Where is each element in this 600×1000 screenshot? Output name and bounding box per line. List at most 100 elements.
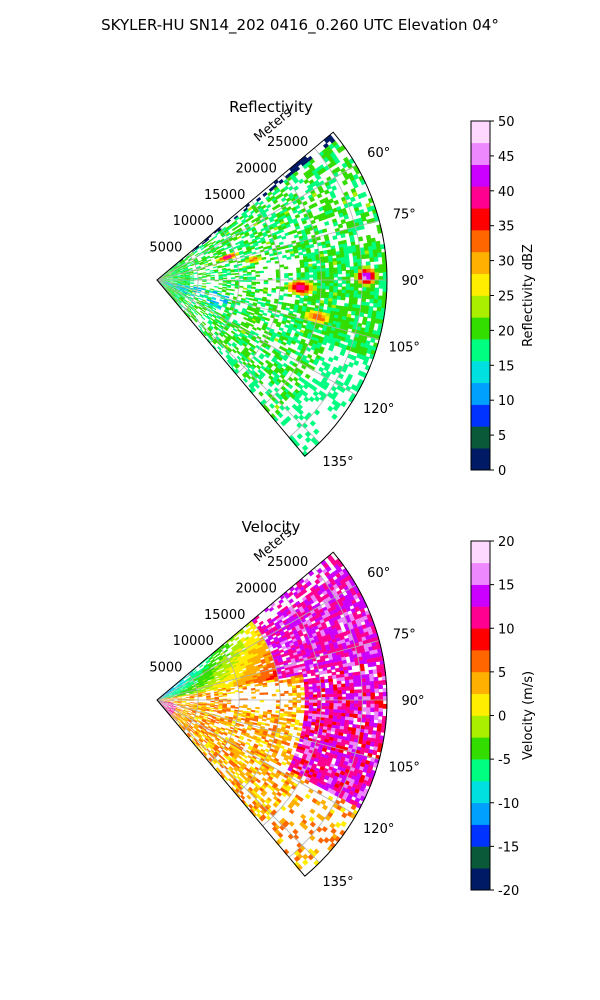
radar-cell: [238, 269, 244, 272]
radar-cell: [216, 761, 222, 766]
radar-cell: [290, 718, 296, 723]
radar-cell: [178, 299, 182, 303]
radar-cell: [257, 313, 263, 317]
radar-cell: [214, 246, 220, 250]
radar-cell: [339, 247, 345, 252]
radar-cell: [213, 269, 219, 272]
radar-cell: [177, 276, 182, 278]
radar-cell: [243, 230, 249, 234]
radar-cell: [165, 701, 170, 702]
radar-cell: [274, 745, 281, 750]
radar-cell: [211, 669, 216, 673]
radar-cell: [186, 293, 191, 297]
radar-cell: [181, 283, 186, 285]
radar-cell: [208, 745, 214, 750]
radar-cell: [313, 428, 320, 435]
radar-cell: [182, 293, 187, 297]
radar-cell: [330, 394, 337, 401]
radar-cell: [297, 403, 303, 410]
radar-cell: [199, 245, 204, 249]
radar-cell: [279, 264, 285, 268]
radar-cell: [262, 191, 268, 197]
radar-cell: [238, 325, 244, 330]
radar-cell: [185, 285, 190, 287]
radar-cell: [200, 721, 206, 725]
radar-cell: [210, 658, 215, 663]
radar-cell: [272, 654, 278, 659]
radar-cell: [242, 334, 248, 339]
radar-cell: [318, 216, 324, 222]
radar-cell: [276, 349, 282, 355]
radar-cell: [308, 214, 314, 219]
radar-cell: [194, 731, 199, 736]
radar-cell: [186, 254, 191, 258]
radar-cell: [228, 236, 233, 241]
radar-cell: [202, 258, 207, 261]
radar-cell: [167, 706, 172, 710]
radar-cell: [292, 335, 299, 340]
radar-cell: [261, 204, 267, 210]
radar-cell: [181, 693, 186, 696]
radar-cell: [193, 260, 199, 263]
radar-cell: [185, 274, 190, 277]
radar-cell: [195, 262, 200, 266]
radar-cell: [231, 733, 237, 737]
radar-cell: [173, 280, 178, 282]
radar-cell: [282, 369, 289, 375]
radar-cell: [321, 244, 327, 249]
radar-cell: [277, 394, 284, 401]
radar-cell: [197, 669, 202, 673]
radar-cell: [189, 681, 195, 684]
radar-cell: [258, 347, 265, 352]
radar-cell: [241, 218, 247, 223]
radar-cell: [210, 317, 215, 322]
radar-cell: [241, 211, 247, 216]
radar-cell: [254, 201, 260, 207]
radar-cell: [177, 275, 182, 277]
radar-cell: [290, 723, 295, 728]
radar-cell: [177, 275, 182, 277]
radar-cell: [194, 723, 200, 728]
radar-cell: [171, 294, 176, 298]
radar-cell: [276, 741, 282, 746]
radar-cell: [296, 398, 302, 405]
radar-cell: [160, 701, 166, 704]
radar-cell: [227, 335, 232, 340]
radar-cell: [251, 335, 257, 340]
radar-cell: [218, 707, 223, 710]
radar-cell: [213, 229, 219, 234]
radar-cell: [160, 696, 165, 699]
radar-cell: [204, 744, 209, 749]
radar-cell: [163, 285, 167, 288]
radar-cell: [196, 711, 201, 714]
radar-cell: [234, 670, 239, 674]
radar-cell: [263, 281, 269, 285]
radar-cell: [195, 685, 201, 688]
radar-cell: [170, 289, 175, 293]
radar-cell: [191, 263, 196, 267]
range-tick-label: 10000: [173, 214, 214, 229]
radar-cell: [172, 283, 178, 286]
radar-cell: [193, 287, 198, 290]
radar-cell: [177, 293, 182, 297]
radar-cell: [259, 288, 264, 292]
radar-cell: [265, 366, 271, 372]
radar-cell: [168, 274, 174, 277]
radar-cell: [222, 254, 228, 258]
radar-cell: [238, 239, 244, 244]
radar-cell: [308, 266, 314, 270]
radar-cell: [271, 693, 277, 697]
radar-cell: [217, 759, 223, 765]
radar-cell: [262, 341, 268, 347]
radar-cell: [275, 640, 281, 645]
radar-cell: [232, 755, 238, 760]
radar-cell: [240, 664, 246, 668]
radar-cell: [239, 772, 245, 778]
radar-cell: [273, 252, 278, 256]
radar-cell: [248, 745, 254, 749]
radar-cell: [225, 306, 231, 310]
radar-cell: [173, 276, 178, 278]
radar-cell: [273, 399, 280, 405]
radar-cell: [206, 735, 212, 739]
radar-cell: [244, 766, 250, 772]
